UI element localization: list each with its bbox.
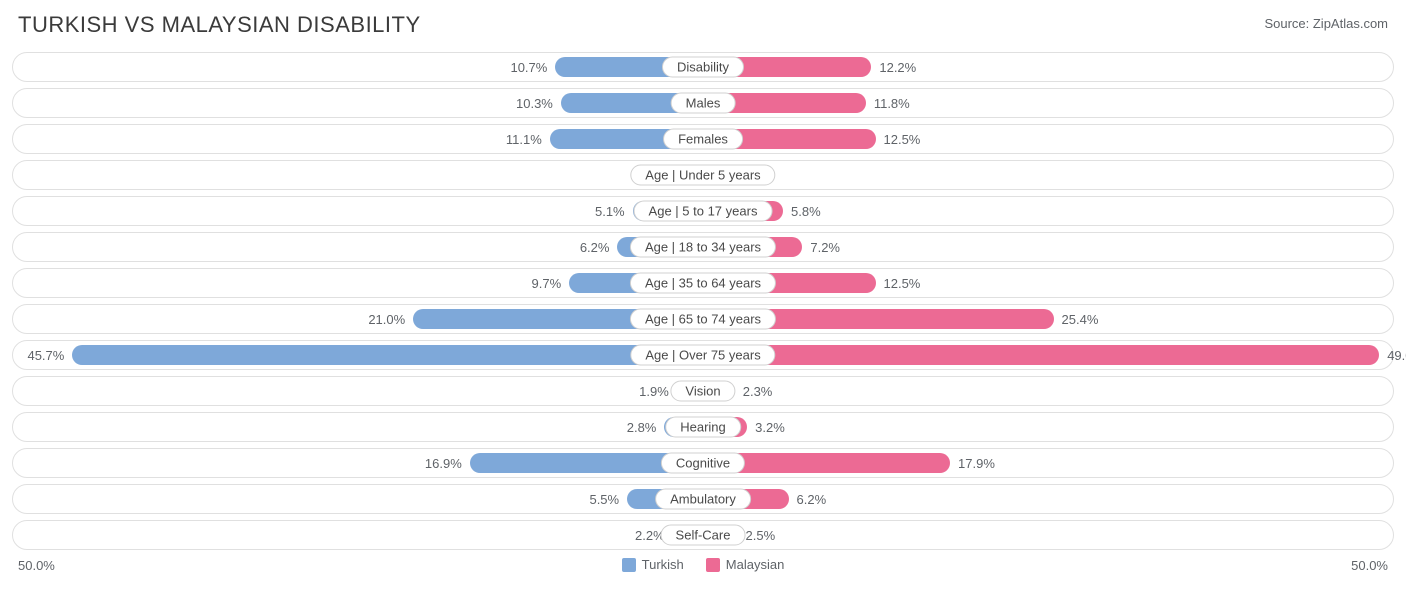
chart-container: TURKISH VS MALAYSIAN DISABILITY Source: … xyxy=(0,0,1406,582)
row-label: Age | Over 75 years xyxy=(630,345,775,366)
row-label: Age | 35 to 64 years xyxy=(630,273,776,294)
row-label: Males xyxy=(671,93,736,114)
chart-title: TURKISH VS MALAYSIAN DISABILITY xyxy=(18,12,421,38)
chart-row: 5.1% 5.8% Age | 5 to 17 years xyxy=(12,196,1394,226)
value-right: 17.9% xyxy=(958,449,995,477)
legend-swatch-left xyxy=(622,558,636,572)
chart-row: 5.5% 6.2% Ambulatory xyxy=(12,484,1394,514)
chart-row: 10.7% 12.2% Disability xyxy=(12,52,1394,82)
value-left: 1.9% xyxy=(639,377,669,405)
value-left: 10.3% xyxy=(516,89,553,117)
row-label: Age | 5 to 17 years xyxy=(634,201,773,222)
legend-item-right: Malaysian xyxy=(706,557,785,572)
value-left: 2.8% xyxy=(627,413,657,441)
legend-label-right: Malaysian xyxy=(726,557,785,572)
legend-swatch-right xyxy=(706,558,720,572)
chart-row: 11.1% 12.5% Females xyxy=(12,124,1394,154)
value-left: 45.7% xyxy=(27,341,64,369)
value-right: 12.5% xyxy=(884,269,921,297)
legend-item-left: Turkish xyxy=(622,557,684,572)
row-label: Ambulatory xyxy=(655,489,751,510)
row-label: Age | 65 to 74 years xyxy=(630,309,776,330)
value-right: 11.8% xyxy=(874,89,910,117)
value-right: 12.5% xyxy=(884,125,921,153)
value-left: 21.0% xyxy=(368,305,405,333)
row-label: Age | Under 5 years xyxy=(630,165,775,186)
value-right: 2.5% xyxy=(746,521,776,549)
bar-right xyxy=(703,345,1379,365)
chart-row: 2.2%2.5%Self-Care xyxy=(12,520,1394,550)
axis-right-max: 50.0% xyxy=(1351,558,1388,573)
chart-row: 6.2% 7.2% Age | 18 to 34 years xyxy=(12,232,1394,262)
row-label: Females xyxy=(663,129,743,150)
row-label: Hearing xyxy=(665,417,741,438)
value-right: 2.3% xyxy=(743,377,773,405)
chart-row: 45.7%49.0%Age | Over 75 years xyxy=(12,340,1394,370)
chart-row: 16.9% 17.9% Cognitive xyxy=(12,448,1394,478)
chart-source: Source: ZipAtlas.com xyxy=(1264,16,1388,31)
value-right: 25.4% xyxy=(1062,305,1099,333)
chart-rows: 10.7% 12.2% Disability 10.3% 11.8% Males 11.1%… xyxy=(0,52,1406,550)
row-label: Cognitive xyxy=(661,453,745,474)
value-left: 11.1% xyxy=(506,125,542,153)
row-label: Vision xyxy=(670,381,735,402)
row-label: Age | 18 to 34 years xyxy=(630,237,776,258)
value-left: 16.9% xyxy=(425,449,462,477)
bar-left xyxy=(72,345,703,365)
value-right: 7.2% xyxy=(810,233,840,261)
value-left: 5.5% xyxy=(589,485,619,513)
row-label: Self-Care xyxy=(661,525,746,546)
value-right: 3.2% xyxy=(755,413,785,441)
chart-row: 2.8% 3.2% Hearing xyxy=(12,412,1394,442)
chart-row: 9.7% 12.5% Age | 35 to 64 years xyxy=(12,268,1394,298)
value-left: 6.2% xyxy=(580,233,610,261)
value-left: 10.7% xyxy=(510,53,547,81)
value-right: 6.2% xyxy=(797,485,827,513)
chart-row: 21.0% 25.4% Age | 65 to 74 years xyxy=(12,304,1394,334)
legend: Turkish Malaysian xyxy=(0,555,1406,582)
axis-left-max: 50.0% xyxy=(18,558,55,573)
value-right: 49.0% xyxy=(1387,341,1406,369)
value-right: 12.2% xyxy=(879,53,916,81)
chart-row: 1.1%1.3%Age | Under 5 years xyxy=(12,160,1394,190)
value-left: 5.1% xyxy=(595,197,625,225)
chart-header: TURKISH VS MALAYSIAN DISABILITY Source: … xyxy=(0,0,1406,52)
chart-row: 10.3% 11.8% Males xyxy=(12,88,1394,118)
value-left: 9.7% xyxy=(532,269,562,297)
chart-row: 1.9% 2.3% Vision xyxy=(12,376,1394,406)
row-label: Disability xyxy=(662,57,744,78)
value-right: 5.8% xyxy=(791,197,821,225)
legend-label-left: Turkish xyxy=(642,557,684,572)
